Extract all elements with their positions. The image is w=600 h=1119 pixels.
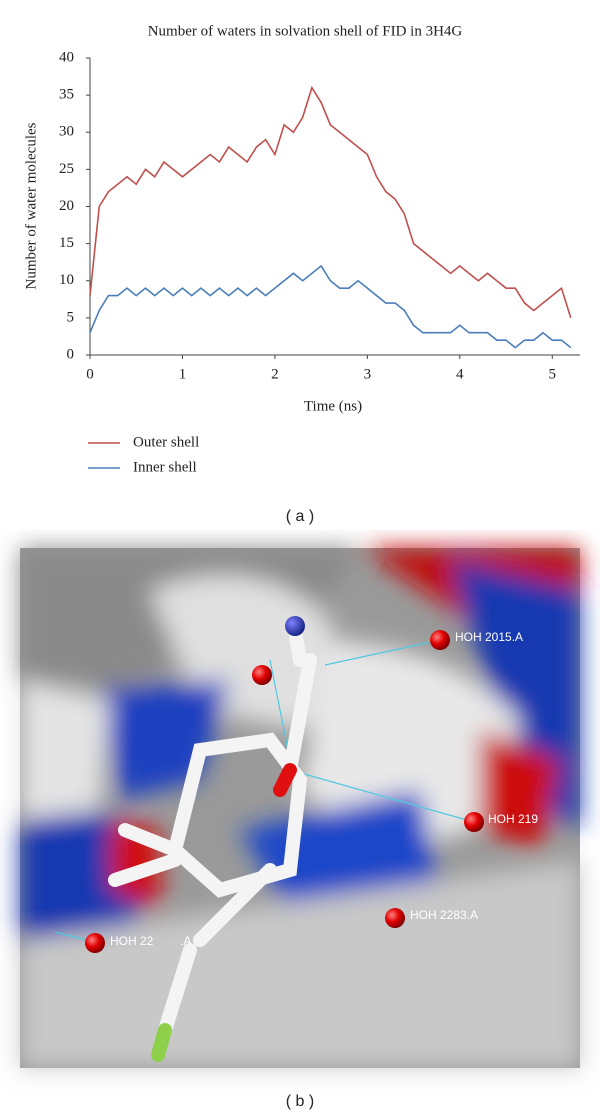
y-tick-label: 35: [59, 87, 74, 103]
panel-label: ( b ): [286, 1093, 314, 1110]
x-tick-label: 3: [364, 366, 372, 382]
y-tick-label: 5: [67, 309, 75, 325]
water-oxygen: [430, 630, 450, 650]
water-label: HOH 2015.A: [455, 630, 523, 644]
legend-label: Outer shell: [133, 434, 199, 450]
x-tick-label: 1: [179, 366, 187, 382]
series-line: [89, 264, 572, 349]
y-tick-label: 40: [59, 49, 74, 65]
y-tick-label: 20: [59, 198, 74, 214]
water-oxygen: [85, 933, 105, 953]
water-label: .A: [180, 934, 191, 948]
molecule-image: HOH 2015.A HOH 219 HOH 2283.A HOH 22 .A …: [20, 548, 580, 1110]
x-tick-label: 5: [549, 366, 557, 382]
x-tick-label: 2: [271, 366, 279, 382]
water-oxygen: [464, 812, 484, 832]
water-label: HOH 2283.A: [410, 908, 478, 922]
atom: [285, 616, 305, 636]
x-tick-label: 4: [456, 366, 464, 382]
legend-label: Inner shell: [133, 459, 197, 475]
y-tick-label: 30: [59, 124, 74, 140]
water-label: HOH 22: [110, 934, 154, 948]
y-tick-label: 25: [59, 161, 74, 177]
surface: [20, 548, 580, 1068]
chart: Number of waters in solvation shell of F…: [23, 23, 580, 525]
x-axis-label: Time (ns): [304, 398, 362, 414]
water-oxygen: [385, 908, 405, 928]
panel-label: ( a ): [286, 508, 314, 525]
y-tick-label: 10: [59, 272, 74, 288]
y-tick-label: 0: [67, 346, 75, 362]
water-oxygen: [252, 665, 272, 685]
x-tick-label: 0: [86, 366, 94, 382]
y-axis-label: Number of water molecules: [23, 122, 39, 289]
ligand-sticks: [108, 623, 317, 1062]
chart-title: Number of waters in solvation shell of F…: [148, 23, 463, 39]
y-tick-label: 15: [59, 235, 74, 251]
series-line: [89, 85, 572, 319]
water-label: HOH 219: [488, 812, 538, 826]
